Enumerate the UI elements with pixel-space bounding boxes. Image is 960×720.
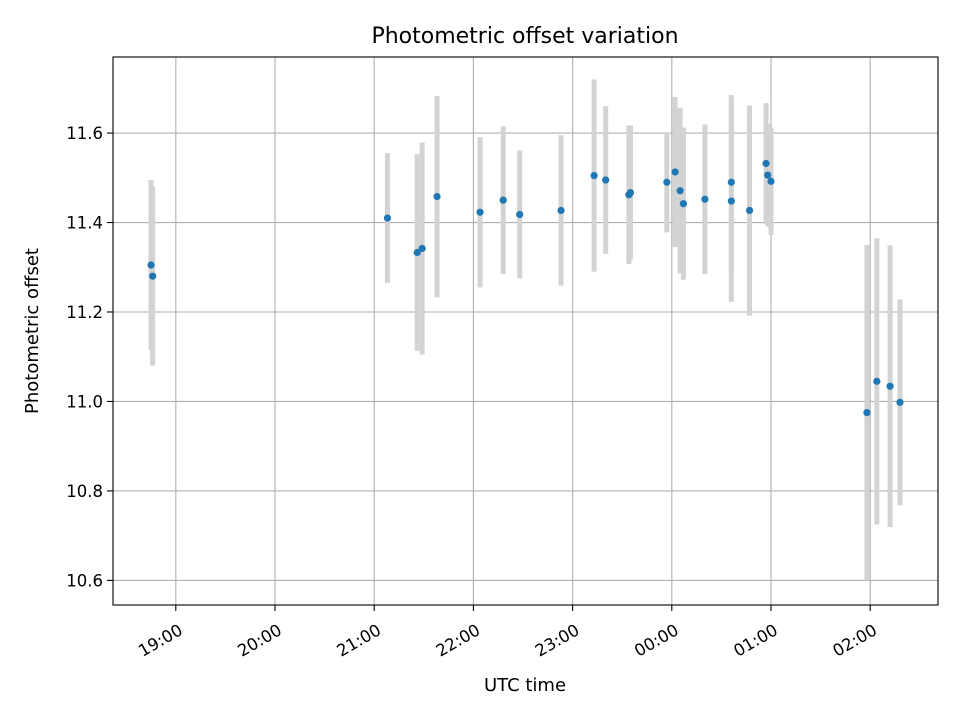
data-point [680,200,687,207]
data-point [896,399,903,406]
data-point [728,197,735,204]
data-point [863,409,870,416]
data-point [500,197,507,204]
data-point [663,179,670,186]
y-tick-label: 11.0 [66,392,103,411]
data-point [147,261,154,268]
data-point [602,176,609,183]
data-point [762,160,769,167]
data-point [764,171,771,178]
data-point [767,178,774,185]
data-point [627,189,634,196]
data-point [433,193,440,200]
data-point [701,196,708,203]
data-point [419,245,426,252]
y-tick-label: 10.6 [66,571,103,590]
data-point [516,211,523,218]
y-tick-label: 10.8 [66,482,103,501]
data-point [557,207,564,214]
data-point [672,168,679,175]
y-tick-label: 11.6 [66,124,103,143]
data-point [676,187,683,194]
data-point [728,179,735,186]
data-point [384,214,391,221]
y-tick-label: 11.4 [66,214,103,233]
data-point [476,209,483,216]
data-point [873,378,880,385]
data-point [886,383,893,390]
data-point [149,273,156,280]
data-point [591,172,598,179]
chart-title: Photometric offset variation [371,24,678,49]
x-axis-label: UTC time [484,675,566,696]
y-axis-label: Photometric offset [22,248,43,414]
y-tick-label: 11.2 [66,303,103,322]
data-point [746,207,753,214]
